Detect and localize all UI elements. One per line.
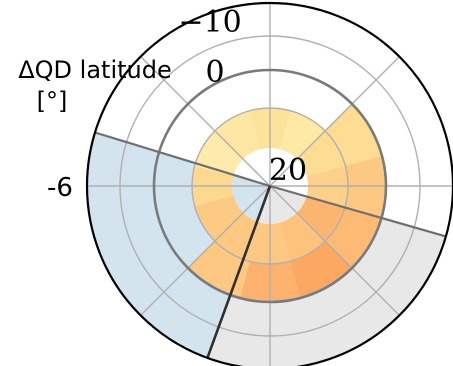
y-axis-label-line1: ΔQD latitude xyxy=(18,56,172,84)
cell-inner-4 xyxy=(279,212,326,262)
cell-inner-10 xyxy=(214,110,261,160)
ring-grid-outer xyxy=(119,35,421,337)
ring-grid-inner xyxy=(191,107,349,265)
color-tick-label: -6 xyxy=(47,173,73,203)
ring-tick-label-mid: 0 xyxy=(205,55,224,90)
radial-grid-line xyxy=(269,56,400,187)
radial-grid-line xyxy=(140,185,271,316)
radial-grid-line xyxy=(269,185,400,316)
y-axis-label-line2: [°] xyxy=(37,87,68,115)
cell-inner-9 xyxy=(194,130,244,177)
cell-outer-4 xyxy=(290,241,353,299)
ring-tick-label-inner: 20 xyxy=(269,153,307,188)
cell-inner-6 xyxy=(214,212,261,262)
cell-inner-7 xyxy=(194,195,244,242)
boundary-line-0 xyxy=(269,184,447,238)
radial-grid-line xyxy=(140,56,271,187)
cell-inner-3 xyxy=(296,195,346,242)
outer-boundary xyxy=(85,1,453,366)
cell-outer-3 xyxy=(325,206,383,269)
cell-inner-1 xyxy=(296,130,346,177)
ring-tick-label-top: −10 xyxy=(178,5,241,40)
boundary-line-1 xyxy=(94,131,271,188)
cell-outer-1 xyxy=(325,103,383,166)
ring-highlight xyxy=(152,68,388,304)
polar-grid xyxy=(85,1,453,366)
chart-labels: −10 0 20 ΔQD latitude [°] -6 xyxy=(18,5,307,203)
cell-inner-0 xyxy=(279,110,326,160)
boundary-line-dark xyxy=(206,185,272,359)
